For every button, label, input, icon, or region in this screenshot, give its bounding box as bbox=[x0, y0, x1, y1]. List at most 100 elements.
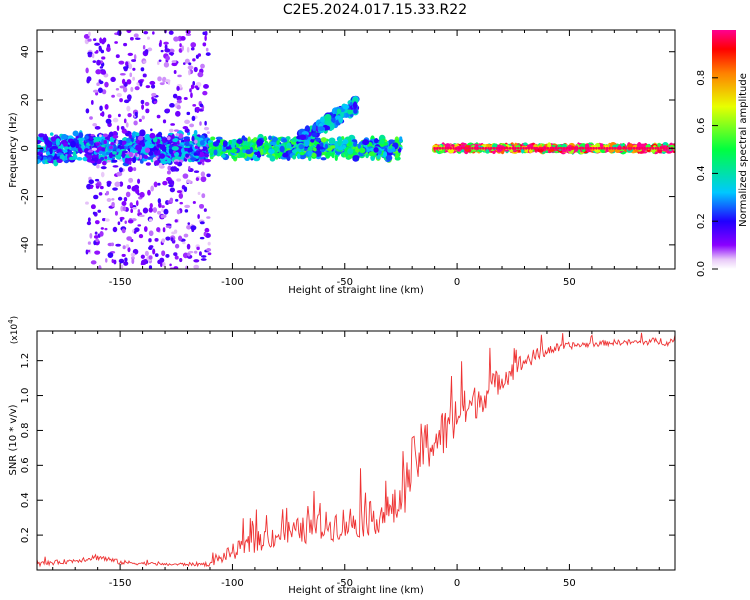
spectrogram-speckle bbox=[126, 94, 132, 101]
spectrogram-band-cell bbox=[204, 158, 212, 163]
spectrogram-speckle bbox=[186, 111, 191, 116]
spectrogram-band-cell bbox=[279, 145, 285, 153]
spectrogram-band-cell bbox=[330, 145, 336, 149]
spectrogram-speckle bbox=[134, 227, 140, 233]
spectrogram-speckle bbox=[114, 41, 118, 44]
spectrogram-ridge-cell bbox=[560, 146, 563, 150]
colorbar-gradient bbox=[712, 30, 736, 269]
spectrogram-speckle bbox=[90, 260, 97, 265]
spectrogram-band-cell bbox=[348, 141, 352, 147]
spectrogram-speckle bbox=[106, 46, 111, 52]
spectrogram-ridge-cell bbox=[654, 146, 657, 150]
spectrogram-speckle bbox=[127, 219, 134, 224]
spectrogram-speckle bbox=[182, 125, 189, 130]
spectrogram-band-cell bbox=[77, 147, 82, 153]
spectrogram-speckle bbox=[112, 187, 118, 191]
spectrogram-speckle bbox=[121, 228, 126, 234]
spectrogram-ridge-cell bbox=[570, 146, 574, 150]
spectrogram-ridge-cell bbox=[562, 146, 566, 150]
spectrogram-speckle bbox=[97, 209, 102, 213]
spectrogram-speckle bbox=[100, 227, 104, 230]
spectrogram-ridge-cell bbox=[446, 146, 450, 150]
spectrogram-speckle bbox=[180, 36, 186, 41]
spectrogram-speckle bbox=[121, 201, 127, 206]
spectrogram-band-cell bbox=[203, 153, 210, 158]
spectrogram-speckle bbox=[168, 30, 174, 35]
spectrogram-speckle bbox=[158, 42, 162, 47]
spectrogram-speckle bbox=[108, 152, 113, 159]
spectrogram-speckle bbox=[87, 217, 91, 222]
snr-x-tick-label: 50 bbox=[563, 578, 576, 589]
spectrogram-speckle bbox=[83, 34, 90, 40]
spectrogram-ridge-cell bbox=[530, 146, 533, 150]
spectrogram-speckle bbox=[143, 31, 149, 35]
spectrogram-speckle bbox=[139, 154, 143, 160]
spectrogram-band-cell bbox=[297, 153, 301, 160]
spectrogram-speckle bbox=[163, 208, 169, 215]
colorbar-label: Normalized spectral amplitude bbox=[738, 73, 749, 227]
spectrogram-band-cell bbox=[108, 131, 114, 138]
spectrogram-speckle bbox=[94, 125, 101, 130]
spectrogram-speckle bbox=[144, 250, 149, 257]
spectrogram-y-tick-label: -20 bbox=[20, 188, 31, 204]
spectrogram-ridge-cell bbox=[640, 146, 644, 150]
spectrogram-speckle bbox=[188, 62, 192, 66]
spectrogram-speckle bbox=[88, 179, 95, 185]
spectrogram-speckle bbox=[142, 73, 147, 78]
spectrogram-speckle bbox=[106, 182, 111, 187]
spectrogram-band-cell bbox=[131, 156, 137, 164]
spectrogram-speckle bbox=[205, 47, 209, 52]
spectrogram-ridge-cell bbox=[519, 146, 523, 150]
spectrogram-ridge-cell bbox=[508, 146, 512, 150]
spectrogram-speckle bbox=[151, 96, 154, 100]
spectrogram-speckle bbox=[148, 207, 153, 213]
spectrogram-speckle bbox=[194, 145, 199, 150]
spectrogram-band-cell bbox=[373, 138, 379, 144]
spectrogram-speckle bbox=[144, 147, 151, 153]
spectrogram-speckle bbox=[123, 99, 130, 104]
spectrogram-speckle bbox=[94, 220, 100, 225]
spectrogram-speckle bbox=[207, 241, 211, 246]
spectrogram-speckle bbox=[191, 135, 195, 142]
spectrogram-speckle bbox=[100, 112, 104, 117]
spectrogram-speckle bbox=[119, 159, 123, 162]
spectrogram-speckle bbox=[189, 88, 192, 93]
spectrogram-band-cell bbox=[397, 147, 402, 153]
spectrogram-speckle bbox=[176, 178, 182, 182]
spectrogram-speckle bbox=[100, 69, 107, 75]
spectrogram-speckle bbox=[176, 95, 182, 101]
spectrogram-speckle bbox=[182, 241, 186, 245]
spectrogram-speckle bbox=[176, 104, 181, 110]
spectrogram-speckle bbox=[98, 192, 103, 196]
snr-frame bbox=[36, 330, 676, 571]
spectrogram-speckle bbox=[100, 166, 107, 170]
spectrogram-speckle bbox=[129, 202, 133, 208]
spectrogram-speckle bbox=[116, 93, 122, 98]
spectrogram-speckle bbox=[125, 61, 129, 67]
spectrogram-speckle bbox=[173, 69, 177, 74]
spectrogram-speckle bbox=[157, 259, 162, 265]
spectrogram-speckle bbox=[140, 259, 147, 265]
spectrogram-speckle bbox=[138, 233, 144, 239]
spectrogram-speckle bbox=[148, 230, 154, 237]
spectrogram-band-cell bbox=[135, 132, 140, 137]
spectrogram-speckle bbox=[195, 177, 200, 182]
spectrogram-speckle bbox=[193, 264, 200, 269]
spectrogram-speckle bbox=[125, 122, 129, 128]
spectrogram-ridge-cell bbox=[581, 146, 585, 150]
spectrogram-speckle bbox=[170, 166, 176, 172]
spectrogram-speckle bbox=[120, 205, 124, 212]
spectrogram-speckle bbox=[139, 214, 145, 218]
spectrogram-band-cell bbox=[37, 139, 41, 144]
spectrogram-speckle bbox=[169, 263, 172, 267]
spectrogram-band-cell bbox=[269, 141, 277, 146]
spectrogram-branch-cell bbox=[324, 119, 333, 126]
spectrogram-speckle bbox=[178, 48, 183, 53]
spectrogram-speckle bbox=[123, 197, 128, 202]
spectrogram-band-cell bbox=[218, 144, 222, 151]
spectrogram-speckle bbox=[199, 121, 202, 126]
spectrogram-ridge-cell bbox=[646, 146, 649, 150]
spectrogram-band-cell bbox=[263, 135, 267, 142]
spectrogram-speckle bbox=[128, 63, 133, 70]
spectrogram-speckle bbox=[200, 176, 207, 183]
